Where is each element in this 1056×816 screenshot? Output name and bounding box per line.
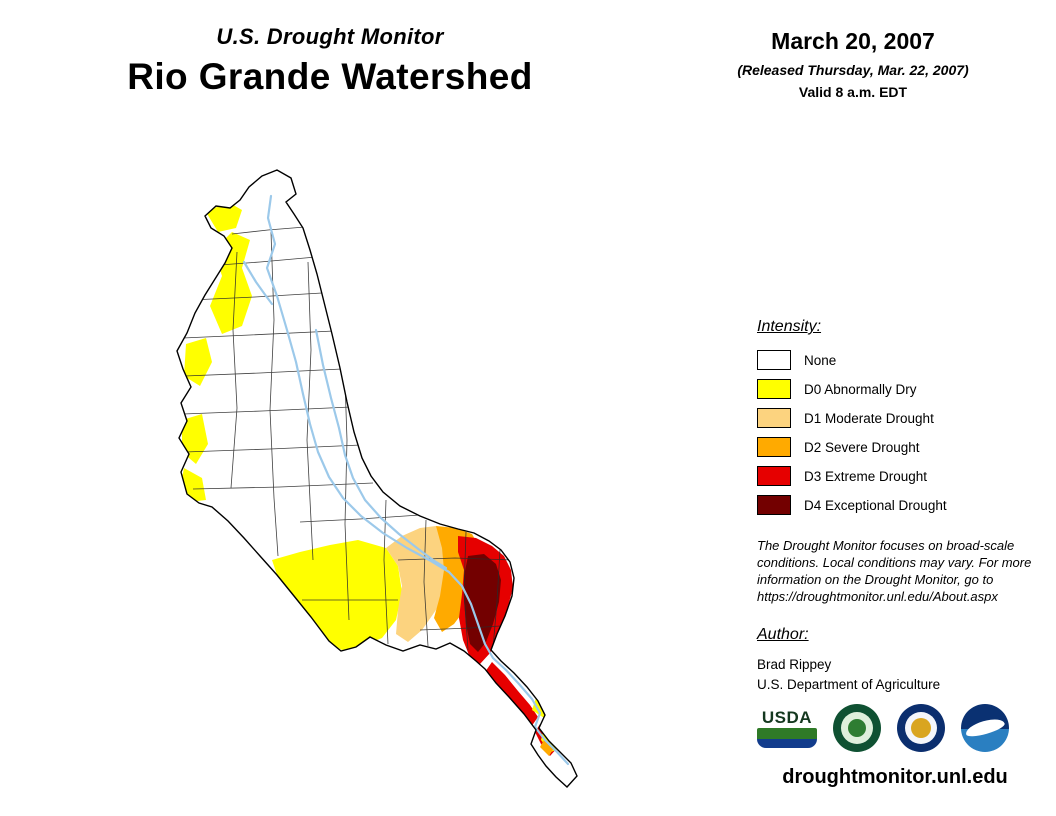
author-block: Author: Brad Rippey U.S. Department of A… <box>757 626 1052 694</box>
noaa-logo <box>961 704 1009 752</box>
legend-item-none: None <box>757 350 1049 370</box>
program-title: U.S. Drought Monitor <box>216 24 444 49</box>
legend-item-d1: D1 Moderate Drought <box>757 408 1049 428</box>
watershed-outline <box>176 169 578 788</box>
website-url: droughtmonitor.unl.edu <box>782 766 1008 788</box>
agency-logos: USDA <box>757 704 1049 752</box>
legend-item-d3: D3 Extreme Drought <box>757 466 1049 486</box>
swatch-d3 <box>757 466 791 486</box>
swatch-d0 <box>757 379 791 399</box>
swatch-d2 <box>757 437 791 457</box>
valid-time: Valid 8 a.m. EDT <box>798 84 908 100</box>
title-block: U.S. Drought Monitor Rio Grande Watershe… <box>95 24 565 98</box>
legend-label: None <box>804 352 837 368</box>
commerce-seal-logo <box>897 704 945 752</box>
chama-river <box>242 260 274 306</box>
pecos-river <box>314 328 448 570</box>
swatch-d1 <box>757 408 791 428</box>
legend-label: D1 Moderate Drought <box>804 410 934 426</box>
author-title: Author: <box>757 626 809 643</box>
ndmc-logo-core <box>848 719 866 737</box>
usda-logo: USDA <box>757 709 817 748</box>
date-block: March 20, 2007 (Released Thursday, Mar. … <box>703 28 1003 100</box>
author-org: U.S. Department of Agriculture <box>757 676 941 692</box>
usda-logo-field <box>757 727 817 748</box>
legend-label: D0 Abnormally Dry <box>804 381 917 397</box>
intensity-legend: Intensity: None D0 Abnormally Dry D1 Mod… <box>757 318 1049 524</box>
legend-item-d2: D2 Severe Drought <box>757 437 1049 457</box>
disclaimer-text: The Drought Monitor focuses on broad-sca… <box>757 538 1032 604</box>
drought-area-d2-tail <box>540 740 554 756</box>
ndmc-logo <box>833 704 881 752</box>
swatch-none <box>757 350 791 370</box>
legend-item-d0: D0 Abnormally Dry <box>757 379 1049 399</box>
page-title: Rio Grande Watershed <box>127 56 533 97</box>
drought-area-d1 <box>386 526 450 642</box>
usda-logo-text: USDA <box>761 707 813 727</box>
swatch-d4 <box>757 495 791 515</box>
rio-grande-river <box>265 194 570 766</box>
author-name: Brad Rippey <box>757 657 832 672</box>
noaa-gull-icon <box>963 715 1007 740</box>
legend-label: D3 Extreme Drought <box>804 468 928 484</box>
map-date: March 20, 2007 <box>771 28 935 54</box>
commerce-seal-core <box>911 718 931 738</box>
legend-label: D4 Exceptional Drought <box>804 497 947 513</box>
legend-title: Intensity: <box>757 318 822 335</box>
release-date: (Released Thursday, Mar. 22, 2007) <box>737 62 969 78</box>
legend-label: D2 Severe Drought <box>804 439 920 455</box>
legend-item-d4: D4 Exceptional Drought <box>757 495 1049 515</box>
rivers <box>242 194 570 766</box>
